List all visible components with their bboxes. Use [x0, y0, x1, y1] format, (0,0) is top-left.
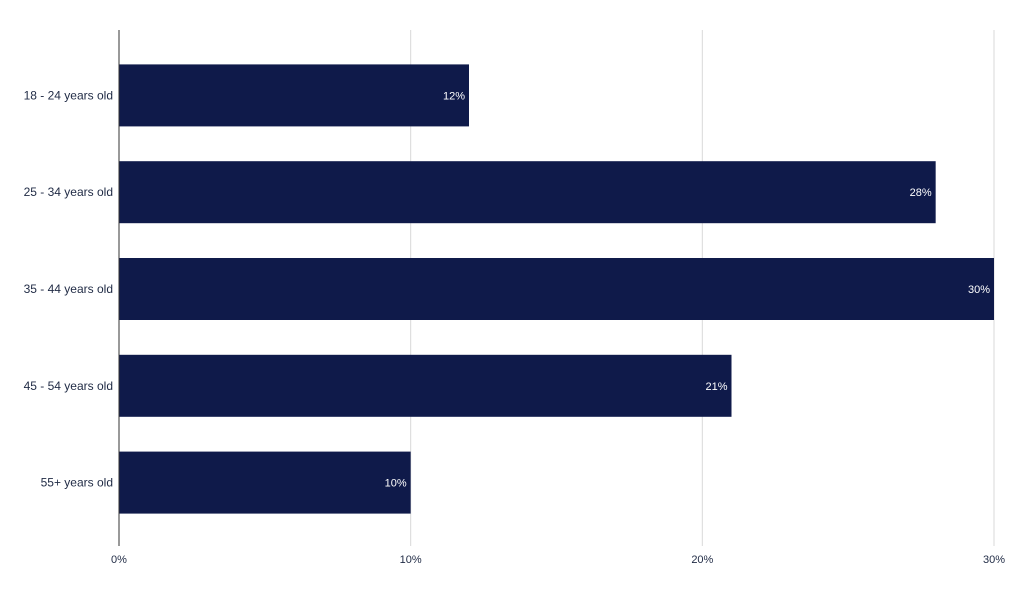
- x-tick-label: 10%: [400, 554, 422, 566]
- bar: [119, 451, 411, 514]
- category-label: 35 - 44 years old: [24, 282, 113, 296]
- bar: [119, 354, 732, 417]
- x-tick-label: 30%: [983, 554, 1005, 566]
- data-label: 10%: [385, 478, 407, 490]
- category-label: 18 - 24 years old: [24, 88, 113, 102]
- x-tick-label: 0%: [111, 554, 127, 566]
- category-label: 25 - 34 years old: [24, 185, 113, 199]
- data-label: 21%: [705, 381, 727, 393]
- labels: 0% 10% 20% 30% 18 - 24 years old 12% 25 - 34 y…: [24, 88, 1006, 566]
- bar: [119, 258, 994, 320]
- data-label: 12%: [443, 90, 465, 102]
- x-tick-label: 20%: [691, 554, 713, 566]
- data-label: 28%: [910, 187, 932, 199]
- category-label: 45 - 54 years old: [24, 379, 113, 393]
- category-label: 55+ years old: [41, 476, 113, 490]
- bars: [119, 64, 994, 514]
- bar: [119, 161, 936, 224]
- data-label: 30%: [968, 284, 990, 296]
- bar: [119, 64, 469, 127]
